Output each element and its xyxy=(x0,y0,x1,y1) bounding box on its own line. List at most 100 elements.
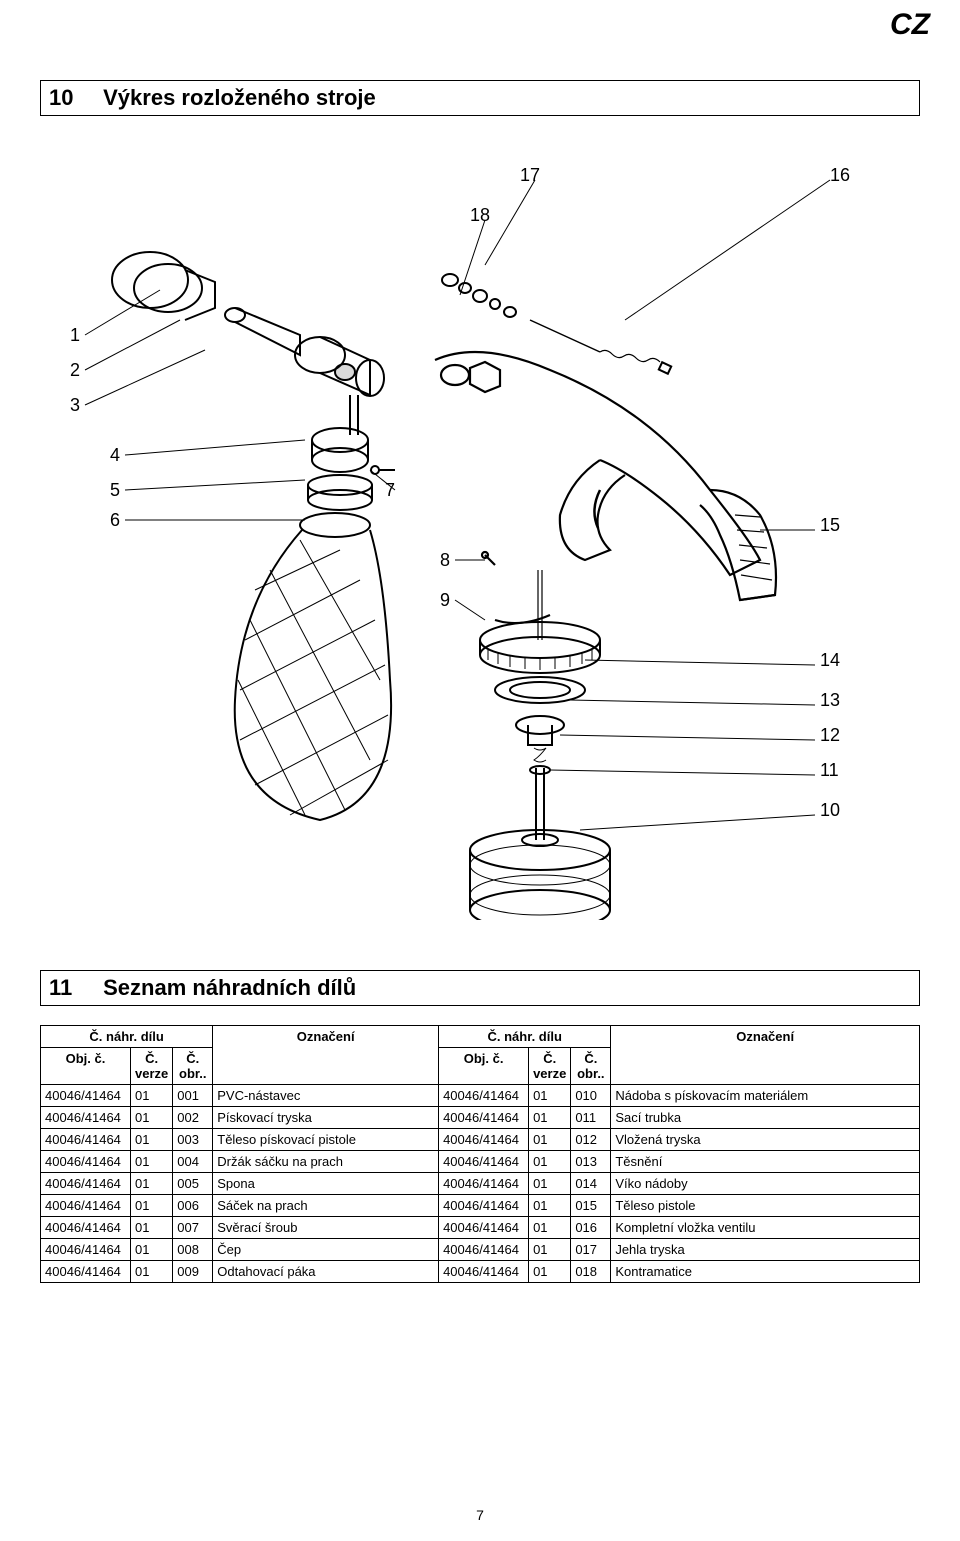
table-cell: PVC-nástavec xyxy=(213,1085,439,1107)
table-cell: 007 xyxy=(173,1217,213,1239)
table-cell: 012 xyxy=(571,1129,611,1151)
section-11-title: Seznam náhradních dílů xyxy=(103,975,356,1000)
callout-13: 13 xyxy=(820,690,840,710)
table-cell: Vložená tryska xyxy=(611,1129,920,1151)
table-cell: 014 xyxy=(571,1173,611,1195)
header-partno-left: Č. náhr. dílu xyxy=(41,1026,213,1048)
callout-14: 14 xyxy=(820,650,840,670)
table-cell: 017 xyxy=(571,1239,611,1261)
table-cell: 008 xyxy=(173,1239,213,1261)
table-cell: 01 xyxy=(529,1173,571,1195)
table-cell: 01 xyxy=(529,1239,571,1261)
table-cell: Odtahovací páka xyxy=(213,1261,439,1283)
table-cell: 40046/41464 xyxy=(41,1239,131,1261)
table-cell: Víko nádoby xyxy=(611,1173,920,1195)
header-fig-left: Č. obr.. xyxy=(173,1048,213,1085)
table-cell: 015 xyxy=(571,1195,611,1217)
callout-12: 12 xyxy=(820,725,840,745)
table-cell: 40046/41464 xyxy=(41,1129,131,1151)
table-row: 40046/4146401009Odtahovací páka40046/414… xyxy=(41,1261,920,1283)
table-cell: 40046/41464 xyxy=(439,1173,529,1195)
table-cell: 003 xyxy=(173,1129,213,1151)
table-cell: 40046/41464 xyxy=(41,1195,131,1217)
table-cell: 01 xyxy=(529,1217,571,1239)
table-cell: 01 xyxy=(529,1195,571,1217)
table-cell: 01 xyxy=(131,1239,173,1261)
table-cell: 011 xyxy=(571,1107,611,1129)
table-cell: 01 xyxy=(131,1261,173,1283)
table-row: 40046/4146401003Těleso pískovací pistole… xyxy=(41,1129,920,1151)
table-cell: 01 xyxy=(131,1173,173,1195)
table-cell: 01 xyxy=(529,1151,571,1173)
table-cell: Sací trubka xyxy=(611,1107,920,1129)
table-cell: 010 xyxy=(571,1085,611,1107)
table-cell: Čep xyxy=(213,1239,439,1261)
table-row: 40046/4146401004Držák sáčku na prach4004… xyxy=(41,1151,920,1173)
table-cell: 001 xyxy=(173,1085,213,1107)
table-row: 40046/4146401005Spona40046/4146401014Vík… xyxy=(41,1173,920,1195)
table-cell: Nádoba s pískovacím materiálem xyxy=(611,1085,920,1107)
table-cell: Sáček na prach xyxy=(213,1195,439,1217)
header-desc-left: Označení xyxy=(213,1026,439,1085)
table-row: 40046/4146401007Svěrací šroub40046/41464… xyxy=(41,1217,920,1239)
table-cell: Kontramatice xyxy=(611,1261,920,1283)
table-cell: 40046/41464 xyxy=(439,1217,529,1239)
table-cell: Těsnění xyxy=(611,1151,920,1173)
callout-11: 11 xyxy=(820,760,839,780)
table-cell: 013 xyxy=(571,1151,611,1173)
table-cell: Těleso pistole xyxy=(611,1195,920,1217)
table-cell: 40046/41464 xyxy=(41,1217,131,1239)
section-10-header: 10 Výkres rozloženého stroje xyxy=(40,80,920,116)
section-10-title: Výkres rozloženého stroje xyxy=(103,85,376,110)
callout-15: 15 xyxy=(820,515,840,535)
table-cell: 40046/41464 xyxy=(439,1195,529,1217)
table-cell: 40046/41464 xyxy=(41,1261,131,1283)
table-row: 40046/4146401006Sáček na prach40046/4146… xyxy=(41,1195,920,1217)
callout-6: 6 xyxy=(110,510,120,530)
table-cell: 01 xyxy=(131,1151,173,1173)
table-cell: 01 xyxy=(529,1107,571,1129)
table-cell: 01 xyxy=(131,1085,173,1107)
table-cell: 01 xyxy=(131,1129,173,1151)
table-cell: 40046/41464 xyxy=(439,1151,529,1173)
table-cell: Pískovací tryska xyxy=(213,1107,439,1129)
table-cell: 002 xyxy=(173,1107,213,1129)
section-11-header: 11 Seznam náhradních dílů xyxy=(40,970,920,1006)
header-ver-left: Č. verze xyxy=(131,1048,173,1085)
table-cell: Držák sáčku na prach xyxy=(213,1151,439,1173)
table-cell: 004 xyxy=(173,1151,213,1173)
section-10-num: 10 xyxy=(49,85,97,111)
table-row: 40046/4146401001PVC-nástavec40046/414640… xyxy=(41,1085,920,1107)
table-cell: 40046/41464 xyxy=(41,1085,131,1107)
callout-9: 9 xyxy=(440,590,450,610)
table-cell: 01 xyxy=(131,1107,173,1129)
table-cell: 009 xyxy=(173,1261,213,1283)
callout-1: 1 xyxy=(70,325,80,345)
header-fig-right: Č. obr.. xyxy=(571,1048,611,1085)
callout-7: 7 xyxy=(385,480,395,500)
header-desc-right: Označení xyxy=(611,1026,920,1085)
table-cell: 006 xyxy=(173,1195,213,1217)
table-cell: 40046/41464 xyxy=(439,1085,529,1107)
table-cell: 40046/41464 xyxy=(439,1239,529,1261)
callout-8: 8 xyxy=(440,550,450,570)
table-cell: 40046/41464 xyxy=(439,1129,529,1151)
table-cell: 016 xyxy=(571,1217,611,1239)
table-cell: 01 xyxy=(131,1217,173,1239)
table-cell: Jehla tryska xyxy=(611,1239,920,1261)
header-partno-right: Č. náhr. dílu xyxy=(439,1026,611,1048)
callout-10: 10 xyxy=(820,800,840,820)
header-ver-right: Č. verze xyxy=(529,1048,571,1085)
table-cell: 40046/41464 xyxy=(41,1151,131,1173)
parts-table: Č. náhr. dílu Označení Č. náhr. dílu Ozn… xyxy=(40,1025,920,1283)
language-code: CZ xyxy=(890,8,930,42)
callout-17: 17 xyxy=(520,165,540,185)
table-cell: 01 xyxy=(529,1261,571,1283)
section-11-num: 11 xyxy=(49,975,97,1001)
table-cell: 01 xyxy=(131,1195,173,1217)
parts-table-area: Č. náhr. dílu Označení Č. náhr. dílu Ozn… xyxy=(40,1025,920,1283)
table-row: 40046/4146401008Čep40046/4146401017Jehla… xyxy=(41,1239,920,1261)
exploded-diagram: 123456789171816151413121110 xyxy=(40,120,920,920)
header-obj-right: Obj. č. xyxy=(439,1048,529,1085)
table-cell: 40046/41464 xyxy=(439,1107,529,1129)
